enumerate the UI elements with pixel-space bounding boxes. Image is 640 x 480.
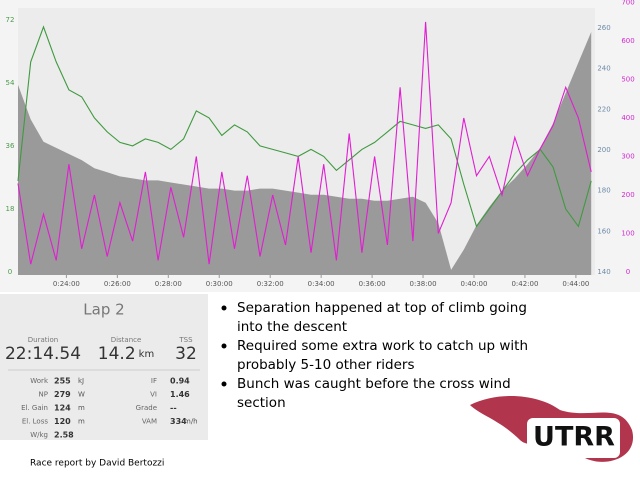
stat-unit: km	[139, 349, 155, 360]
bullet-text: probably 5-10 other riders	[237, 357, 414, 373]
metric-value: 279	[54, 390, 71, 399]
y-tick-label: 36	[6, 142, 15, 150]
x-tick-label: 0:40:00	[460, 280, 487, 288]
x-tick-label: 0:24:00	[53, 280, 80, 288]
y-tick-label: 700	[621, 0, 634, 7]
metric-value: 1.46	[170, 390, 190, 399]
y-tick-label: 18	[6, 205, 15, 213]
x-tick-label: 0:32:00	[257, 280, 284, 288]
y-tick-label: 100	[621, 229, 634, 237]
metric-value: 120	[54, 417, 71, 426]
metric-label: VAM	[142, 418, 157, 426]
stat-value: 14.2 km	[98, 344, 154, 364]
lap-title: Lap 2	[83, 301, 124, 319]
stat-number: 14.2	[98, 344, 136, 364]
x-tick-label: 0:42:00	[511, 280, 538, 288]
y-tick-label: 500	[621, 76, 634, 84]
footer: Race report by David Bertozzi	[30, 459, 164, 469]
y-tick-label: 140	[597, 268, 610, 276]
metric-label: Grade	[136, 404, 157, 412]
y-tick-label: 260	[597, 24, 610, 32]
y-tick-label: 200	[597, 146, 610, 154]
stat-label: Distance	[111, 336, 142, 344]
series-line	[17, 21, 592, 265]
x-tick-label: 0:30:00	[206, 280, 233, 288]
bullet-text: into the descent	[237, 319, 347, 335]
metric-label: Work	[30, 377, 49, 385]
y-tick-label: 0	[8, 268, 12, 276]
metric-label: W/kg	[30, 431, 48, 439]
chart: 0 18 36 54 72 140 160 180 200 220 240 260 0 100 200 300…	[0, 0, 640, 292]
elevation-area	[18, 32, 592, 275]
metric-value: --	[170, 404, 177, 413]
bullet-dot	[221, 305, 227, 311]
metric-unit: kJ	[78, 377, 84, 385]
bullet-text: Separation happened at top of climb goin…	[237, 300, 527, 316]
y-tick-label: 300	[621, 153, 634, 161]
y-tick-label: 180	[597, 187, 610, 195]
x-tick-label: 0:36:00	[359, 280, 386, 288]
metric-value: 0.94	[170, 377, 190, 386]
x-tick-label: 0:38:00	[410, 280, 437, 288]
metric-value: 334	[170, 417, 187, 426]
metric-label: El. Loss	[22, 418, 49, 426]
metric-unit: W	[78, 391, 85, 399]
series-line	[17, 25, 592, 228]
y-tick-label: 400	[621, 114, 634, 122]
logo-plate	[527, 418, 620, 458]
x-tick-label: 0:44:00	[562, 280, 589, 288]
metric-label: VI	[150, 391, 157, 399]
bullet-text: section	[237, 395, 286, 411]
lap-card	[0, 294, 208, 440]
stat-number: 32	[175, 344, 197, 364]
y-tick-label: 220	[597, 105, 610, 113]
stat-number: 22:14.54	[5, 344, 81, 364]
metric-label: NP	[39, 391, 48, 399]
metric-value: 255	[54, 377, 71, 386]
stat-label: TSS	[178, 336, 193, 344]
stat-label: Duration	[28, 336, 58, 344]
bullet-text: Bunch was caught before the cross wind	[237, 376, 511, 392]
y-tick-label: 160	[597, 227, 610, 235]
metric-unit: m	[78, 418, 85, 426]
y-tick-label: 240	[597, 65, 610, 73]
bullet-dot	[221, 343, 227, 349]
x-tick-label: 0:34:00	[308, 280, 335, 288]
metric-unit: m	[78, 404, 85, 412]
x-tick-label: 0:26:00	[104, 280, 131, 288]
metric-label: El. Gain	[21, 404, 48, 412]
y-tick-label: 200	[621, 191, 634, 199]
stat-value: 32	[175, 344, 197, 364]
y-tick-label: 600	[621, 37, 634, 45]
bullet-text: Required some extra work to catch up wit…	[237, 338, 528, 354]
y-tick-label: 72	[6, 16, 15, 24]
metric-value: 124	[54, 404, 71, 413]
logo-text: UTRR	[533, 422, 615, 453]
metric-value: 2.58	[54, 431, 74, 440]
y-tick-label: 54	[6, 79, 15, 87]
y-tick-label: 0	[626, 268, 630, 276]
stat-value: 22:14.54	[5, 344, 81, 364]
bullet-dot	[221, 381, 227, 387]
metric-label: IF	[151, 377, 157, 385]
x-tick-label: 0:28:00	[155, 280, 182, 288]
metric-unit: m/h	[184, 418, 198, 426]
